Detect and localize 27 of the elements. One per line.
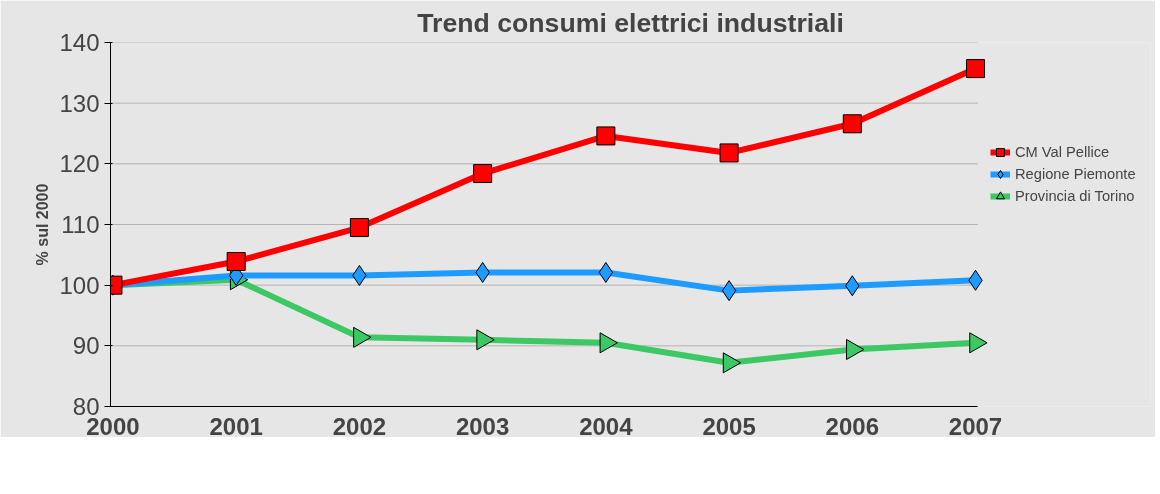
x-tick-label: 2006 bbox=[825, 412, 879, 440]
point bbox=[598, 261, 614, 283]
y-tick-label: 140 bbox=[59, 29, 100, 56]
x-tick-label: 2005 bbox=[702, 412, 756, 440]
y-tick-label: 130 bbox=[59, 89, 100, 117]
y-tick-label: 110 bbox=[61, 211, 100, 238]
point bbox=[349, 218, 369, 238]
point bbox=[842, 114, 862, 134]
x-tick-label: 2007 bbox=[948, 412, 1003, 440]
legend-label: CM Val Pellice bbox=[1015, 144, 1110, 160]
x-tick-label: 2003 bbox=[455, 412, 510, 440]
point bbox=[719, 143, 739, 163]
y-tick-label: 90 bbox=[72, 332, 100, 360]
point bbox=[721, 280, 737, 302]
x-tick-label: 2001 bbox=[209, 412, 263, 440]
y-tick-label: 120 bbox=[59, 150, 100, 178]
point bbox=[473, 164, 493, 184]
y-axis-title: % sul 2000 bbox=[34, 183, 52, 266]
point bbox=[966, 59, 986, 79]
x-tick-label: 2002 bbox=[332, 412, 387, 440]
legend-label: Provincia di Torino bbox=[1015, 188, 1135, 204]
chart-title: Trend consumi elettrici industriali bbox=[417, 7, 844, 38]
point bbox=[596, 126, 616, 146]
x-tick-label: 2004 bbox=[579, 412, 634, 440]
legend-label: Regione Piemonte bbox=[1015, 166, 1136, 182]
point bbox=[226, 252, 246, 272]
y-tick-label: 100 bbox=[59, 271, 100, 299]
